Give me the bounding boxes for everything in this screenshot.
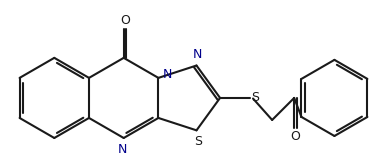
Text: S: S — [251, 91, 259, 104]
Text: O: O — [291, 130, 300, 143]
Text: O: O — [120, 14, 130, 27]
Text: S: S — [194, 135, 202, 148]
Text: N: N — [193, 48, 202, 61]
Text: N: N — [118, 143, 127, 156]
Text: N: N — [163, 68, 172, 81]
